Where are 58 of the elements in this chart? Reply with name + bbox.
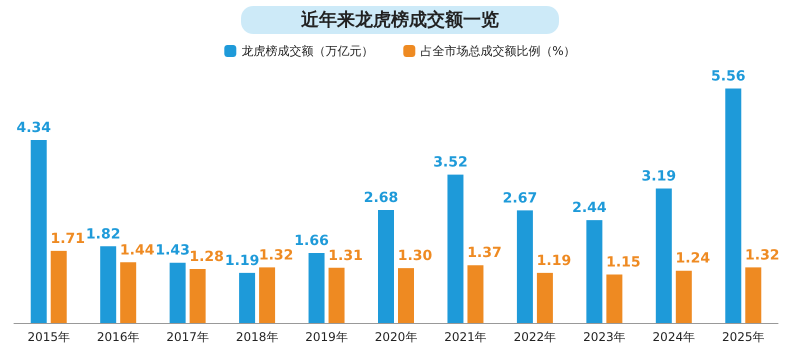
data-label: 1.31 — [328, 248, 363, 264]
bar — [259, 267, 276, 323]
bar — [170, 262, 186, 323]
data-label: 1.37 — [467, 245, 502, 262]
bar — [676, 270, 692, 323]
data-label: 5.56 — [711, 68, 746, 85]
data-label: 1.19 — [536, 252, 572, 269]
bar — [328, 268, 345, 323]
x-tick-label: 2021年 — [444, 330, 487, 344]
bar — [398, 268, 414, 323]
x-tick-label: 2025年 — [722, 330, 765, 344]
data-label: 3.19 — [642, 168, 676, 184]
bar — [30, 140, 47, 323]
data-label: 1.24 — [676, 250, 710, 267]
data-label: 2.67 — [502, 190, 538, 206]
bar — [447, 174, 464, 323]
data-label: 1.32 — [258, 247, 294, 264]
data-label: 4.34 — [16, 120, 52, 136]
data-label: 2.68 — [364, 190, 398, 206]
bar — [120, 262, 136, 323]
chart-title: 近年来龙虎榜成交额一览 — [300, 10, 499, 30]
bar — [606, 274, 622, 323]
bar — [745, 267, 762, 323]
data-label: 1.66 — [294, 233, 329, 250]
x-tick-label: 2018年 — [236, 330, 278, 344]
bar — [656, 188, 672, 323]
bar — [378, 210, 394, 323]
x-tick-label: 2017年 — [166, 330, 209, 344]
legend-label: 占全市场总成交额比例（%） — [420, 44, 576, 58]
data-label: 1.15 — [606, 254, 641, 271]
data-label: 1.19 — [224, 252, 260, 269]
bar — [467, 265, 484, 323]
bar — [190, 269, 206, 323]
bar — [239, 272, 256, 323]
bar — [586, 220, 602, 323]
data-label: 1.71 — [50, 230, 85, 247]
data-label: 3.52 — [433, 154, 468, 171]
data-label: 2.44 — [572, 200, 607, 216]
data-label: 1.28 — [189, 249, 224, 266]
x-tick-label: 2020年 — [374, 330, 418, 344]
x-tick-label: 2024年 — [652, 330, 696, 344]
x-tick-label: 2015年 — [27, 330, 70, 344]
data-label: 1.44 — [120, 242, 155, 258]
data-label: 1.32 — [745, 247, 780, 264]
data-label: 1.82 — [86, 226, 120, 242]
bar — [516, 210, 533, 323]
x-tick-label: 2016年 — [96, 330, 140, 344]
x-tick-label: 2023年 — [583, 330, 626, 344]
data-label: 1.30 — [398, 248, 433, 264]
data-label: 1.43 — [155, 242, 190, 259]
legend-label: 龙虎榜成交额（万亿元） — [241, 44, 374, 58]
bar — [100, 246, 116, 323]
bar — [50, 250, 67, 323]
bar — [308, 253, 325, 323]
x-tick-label: 2022年 — [514, 330, 556, 344]
bar — [725, 88, 742, 323]
x-tick-label: 2019年 — [305, 330, 348, 344]
bar — [536, 272, 553, 323]
